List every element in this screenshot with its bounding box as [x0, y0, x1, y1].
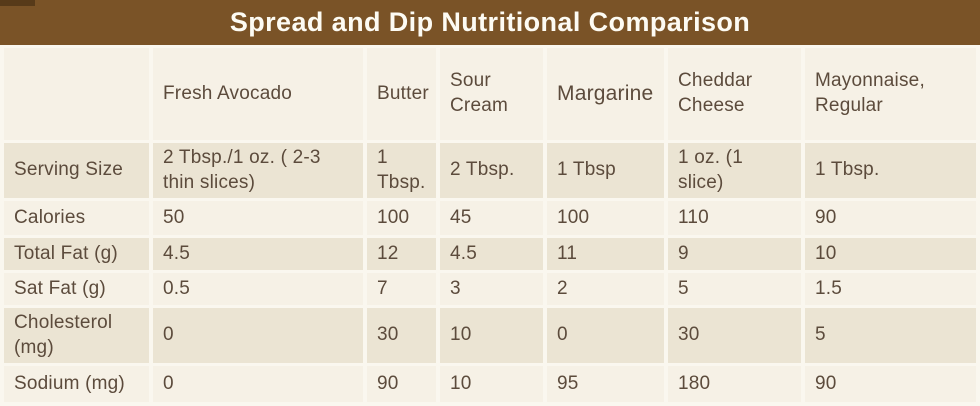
table-cell-serving-margarine: 1 Tbsp	[547, 143, 664, 198]
row-label-calories: Calories	[4, 201, 149, 235]
table-cell-calories-mayonnaise: 90	[805, 201, 976, 235]
table-cell-cholesterol-sour-cream: 10	[440, 308, 543, 363]
table-cell-total-fat-cheddar: 9	[668, 238, 801, 270]
table-cell-cholesterol-avocado: 0	[153, 308, 363, 363]
header-row: Fresh Avocado Butter Sour Cream Margarin…	[4, 48, 976, 140]
table-row-sat-fat: Sat Fat (g) 0.5 7 3 2 5 1.5	[4, 273, 976, 305]
table-cell-cholesterol-mayonnaise: 5	[805, 308, 976, 363]
table-cell-sodium-margarine: 95	[547, 366, 664, 402]
table-cell-calories-butter: 100	[367, 201, 436, 235]
table-cell-cholesterol-cheddar: 30	[668, 308, 801, 363]
table-cell-calories-sour-cream: 45	[440, 201, 543, 235]
table-cell-serving-mayonnaise: 1 Tbsp.	[805, 143, 976, 198]
table-cell-sat-fat-avocado: 0.5	[153, 273, 363, 305]
table-row-cholesterol: Cholesterol (mg) 0 30 10 0 30 5	[4, 308, 976, 363]
table-row-sodium: Sodium (mg) 0 90 10 95 180 90	[4, 366, 976, 402]
table-cell-serving-butter: 1 Tbsp.	[367, 143, 436, 198]
table-row-serving-size: Serving Size 2 Tbsp./1 oz. ( 2-3 thin sl…	[4, 143, 976, 198]
table-cell-calories-avocado: 50	[153, 201, 363, 235]
page-title: Spread and Dip Nutritional Comparison	[229, 7, 751, 37]
table-cell-cholesterol-butter: 30	[367, 308, 436, 363]
title-bar: Spread and Dip Nutritional Comparison	[0, 0, 980, 45]
table-cell-serving-cheddar: 1 oz. (1 slice)	[668, 143, 801, 198]
table-cell-sat-fat-butter: 7	[367, 273, 436, 305]
table-cell-sat-fat-cheddar: 5	[668, 273, 801, 305]
nutrition-table: Fresh Avocado Butter Sour Cream Margarin…	[0, 45, 980, 405]
column-header-mayonnaise: Mayonnaise, Regular	[805, 48, 976, 140]
column-header-cheddar-cheese: Cheddar Cheese	[668, 48, 801, 140]
row-label-sodium: Sodium (mg)	[4, 366, 149, 402]
table-cell-sodium-cheddar: 180	[668, 366, 801, 402]
table-cell-total-fat-mayonnaise: 10	[805, 238, 976, 270]
table-cell-calories-cheddar: 110	[668, 201, 801, 235]
table-cell-total-fat-margarine: 11	[547, 238, 664, 270]
table-cell-total-fat-butter: 12	[367, 238, 436, 270]
table-cell-cholesterol-margarine: 0	[547, 308, 664, 363]
corner-fragment	[0, 0, 35, 6]
table-cell-calories-margarine: 100	[547, 201, 664, 235]
table-cell-sat-fat-sour-cream: 3	[440, 273, 543, 305]
row-label-sat-fat: Sat Fat (g)	[4, 273, 149, 305]
column-header-margarine: Margarine	[547, 48, 664, 140]
table-cell-total-fat-sour-cream: 4.5	[440, 238, 543, 270]
table-cell-sodium-avocado: 0	[153, 366, 363, 402]
table-cell-serving-avocado: 2 Tbsp./1 oz. ( 2-3 thin slices)	[153, 143, 363, 198]
column-header-butter: Butter	[367, 48, 436, 140]
table-cell-sodium-sour-cream: 10	[440, 366, 543, 402]
row-label-total-fat: Total Fat (g)	[4, 238, 149, 270]
column-header-blank	[4, 48, 149, 140]
table-cell-total-fat-avocado: 4.5	[153, 238, 363, 270]
table-cell-sat-fat-margarine: 2	[547, 273, 664, 305]
table-cell-sat-fat-mayonnaise: 1.5	[805, 273, 976, 305]
row-label-serving-size: Serving Size	[4, 143, 149, 198]
table-cell-sodium-mayonnaise: 90	[805, 366, 976, 402]
table-cell-sodium-butter: 90	[367, 366, 436, 402]
column-header-fresh-avocado: Fresh Avocado	[153, 48, 363, 140]
table-cell-serving-sour-cream: 2 Tbsp.	[440, 143, 543, 198]
row-label-cholesterol: Cholesterol (mg)	[4, 308, 149, 363]
table-row-total-fat: Total Fat (g) 4.5 12 4.5 11 9 10	[4, 238, 976, 270]
column-header-sour-cream: Sour Cream	[440, 48, 543, 140]
table-row-calories: Calories 50 100 45 100 110 90	[4, 201, 976, 235]
